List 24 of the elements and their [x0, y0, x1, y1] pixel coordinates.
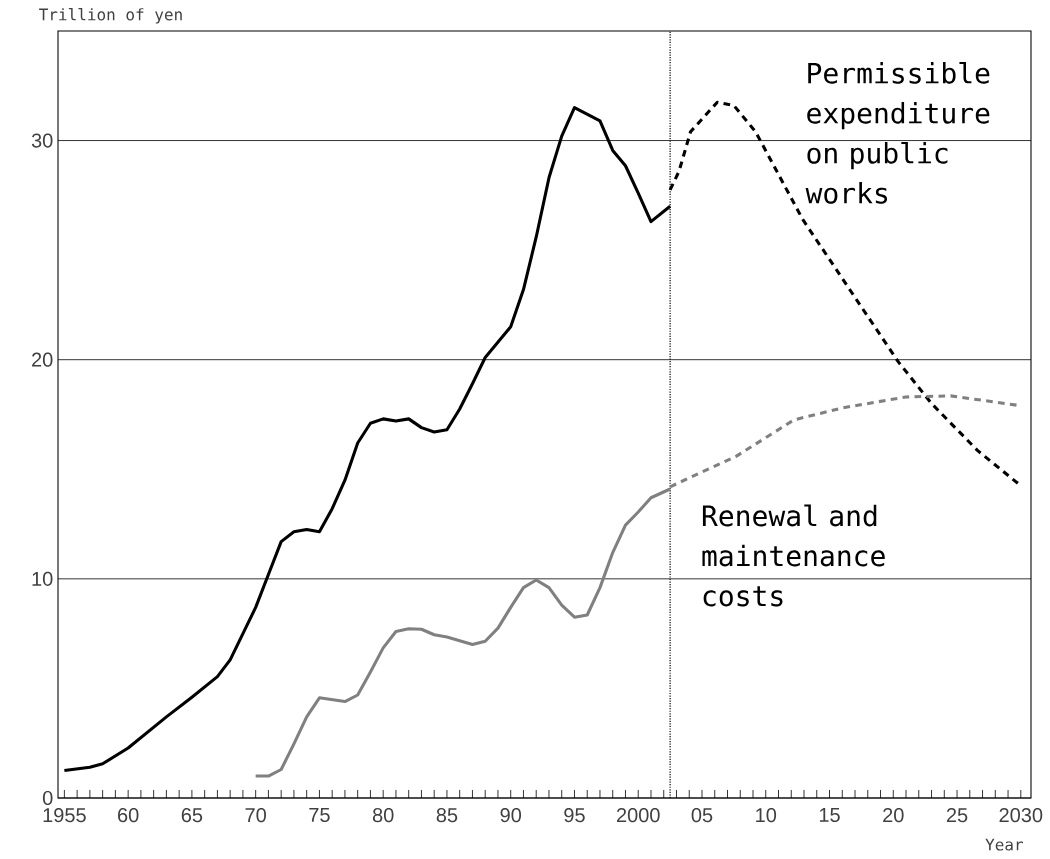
x-tick-label: 65	[181, 808, 203, 823]
x-tick-label: 05	[691, 808, 713, 823]
x-tick-label: 20	[883, 808, 904, 823]
x-tick-label: 90	[500, 808, 522, 823]
x-tick-label: 15	[819, 808, 840, 822]
x-tick-label: 60	[118, 808, 139, 823]
x-axis-title: Year	[985, 838, 1023, 851]
y-tick-label: 10	[32, 571, 53, 586]
x-tick-label: 75	[309, 808, 330, 822]
y-tick-label: 0	[42, 790, 53, 806]
y-axis-title: Trillion of yen	[39, 8, 182, 24]
x-tick-label: 10	[756, 808, 777, 823]
x-tick-label: 80	[372, 808, 394, 823]
y-tick-label: 30	[31, 133, 53, 148]
x-tick-label: 95	[564, 808, 585, 823]
x-tick-label: 25	[946, 808, 968, 823]
x-tick-label: 2030	[999, 808, 1043, 823]
y-tick-label: 20	[32, 352, 53, 367]
x-tick-label: 2000	[616, 808, 660, 823]
x-tick-label: 70	[245, 808, 266, 823]
x-tick-label: 85	[436, 808, 458, 823]
series-label: Permissible expenditure on public works	[805, 61, 990, 204]
series-label: Renewal and maintenance costs	[702, 504, 885, 607]
x-tick-label: 1955	[43, 808, 86, 823]
